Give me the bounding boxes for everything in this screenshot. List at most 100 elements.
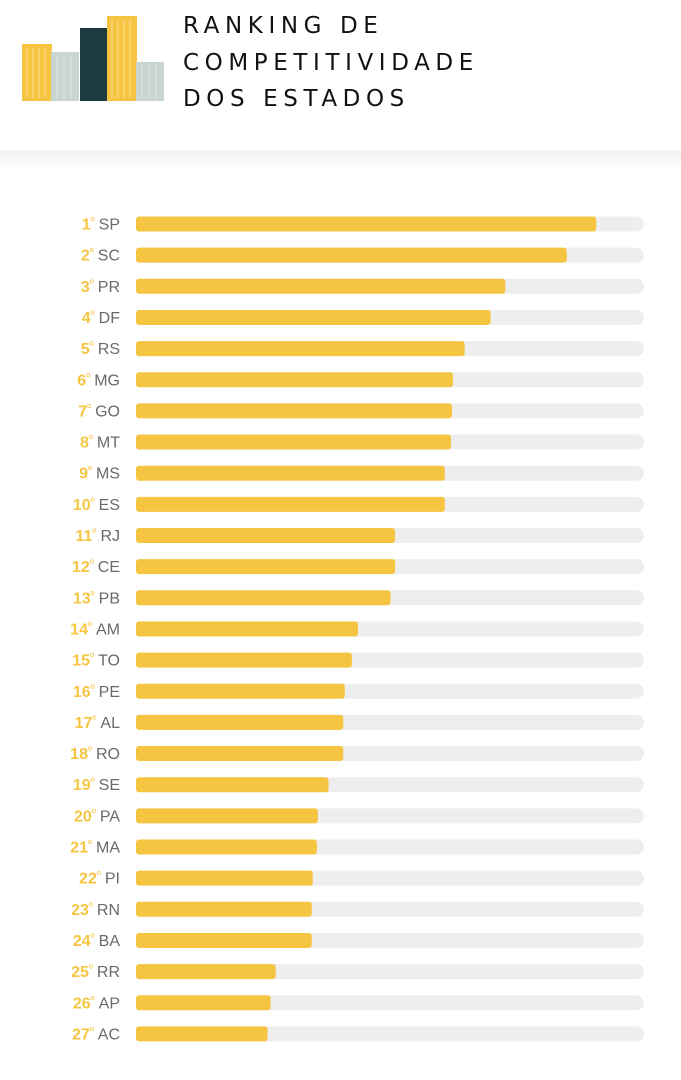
bar-row-go: 7º GO [78,402,644,420]
logo-bar-1 [22,44,52,101]
state-code: BA [99,933,121,950]
bar-label-sc: 2º SC [81,247,120,265]
bar-row-al: 17º AL [75,714,644,732]
rank-ordinal: º [89,901,93,913]
bar-sc [136,247,567,263]
state-code: PR [98,279,120,296]
bar-row-rr: 25º RR [71,963,644,981]
rank-ordinal: º [91,683,95,695]
rank-number: 10 [73,497,91,514]
state-code: AL [100,715,120,732]
rank-number: 4 [82,310,91,327]
bar-row-mg: 6º MG [77,371,644,389]
rank-number: 20 [74,808,92,825]
header-divider [0,150,681,172]
bar-row-se: 19º SE [73,776,644,794]
bar-label-ce: 12º CE [72,558,120,576]
rank-ordinal: º [89,963,93,975]
state-code: RR [97,964,120,981]
rank-ordinal: º [97,870,101,882]
state-code: RO [96,746,120,763]
bar-label-es: 10º ES [73,496,120,514]
bar-label-ma: 21º MA [70,839,120,857]
bar-label-ro: 18º RO [70,745,120,763]
bar-mt [136,434,451,450]
bar-pi [136,870,313,886]
bar-ac [136,1026,268,1042]
state-code: MS [96,466,120,483]
bar-label-se: 19º SE [73,776,120,794]
bar-row-sc: 2º SC [81,247,644,265]
bar-label-rr: 25º RR [71,963,120,981]
rank-number: 12 [72,559,90,576]
rank-ordinal: º [91,932,95,944]
bar-label-go: 7º GO [78,402,120,420]
rank-ordinal: º [91,309,95,321]
bar-row-rn: 23º RN [71,901,644,919]
state-code: SE [99,777,120,794]
bar-label-rs: 5º RS [81,340,120,358]
bar-se [136,777,329,793]
bar-label-rj: 11º RJ [75,527,120,545]
state-code: AM [96,621,120,638]
bar-al [136,714,344,730]
bar-rj [136,528,396,543]
rank-ordinal: º [88,745,92,757]
bar-label-al: 17º AL [75,714,121,732]
state-code: MA [96,840,120,857]
state-code: SC [98,248,120,265]
bar-label-df: 4º DF [82,309,120,327]
bar-label-ms: 9º MS [79,465,120,483]
bar-rs [136,341,465,357]
rank-number: 16 [73,684,91,701]
bar-rr [136,964,276,980]
rank-number: 27 [72,1026,90,1043]
bar-label-pa: 20º PA [74,807,120,825]
rank-number: 7 [78,403,87,420]
state-code: PB [99,590,120,607]
rank-ordinal: º [90,340,94,352]
bar-row-ap: 26º AP [73,994,644,1012]
state-code: PA [100,808,120,825]
bar-label-am: 14º AM [70,620,120,638]
bar-ro [136,746,344,762]
bar-row-ro: 18º RO [70,745,644,763]
rank-ordinal: º [91,994,95,1006]
rank-ordinal: º [90,247,94,259]
title-line-2: COMPETITIVIDADE [183,49,479,76]
bar-label-rn: 23º RN [71,901,120,919]
state-code: RS [98,341,120,358]
logo-bar-5 [136,62,164,101]
state-code: MT [97,435,120,452]
rank-number: 14 [70,621,88,638]
bar-row-to: 15º TO [72,652,644,670]
bar-row-pi: 22º PI [79,870,644,888]
bar-es [136,496,445,512]
rank-ordinal: º [91,496,95,508]
rank-ordinal: º [87,402,91,414]
logo-bar-3 [80,28,108,101]
bar-label-mt: 8º MT [80,434,120,452]
bar-label-pb: 13º PB [73,589,120,607]
state-code: GO [95,403,120,420]
bar-mg [136,372,453,388]
rank-ordinal: º [90,558,94,570]
bar-row-es: 10º ES [73,496,644,514]
rank-number: 22 [79,871,97,888]
logo-bar-2 [51,52,79,101]
bar-label-to: 15º TO [72,652,120,670]
bar-row-ce: 12º CE [72,558,644,576]
bar-ba [136,932,312,948]
rank-ordinal: º [90,278,94,290]
rank-number: 17 [75,715,93,732]
rank-number: 6 [77,372,86,389]
rank-number: 26 [73,995,91,1012]
bar-label-pr: 3º PR [81,278,120,296]
rank-number: 5 [81,341,90,358]
rank-number: 8 [80,435,89,452]
bar-ma [136,839,317,855]
rank-ordinal: º [88,839,92,851]
rank-number: 18 [70,746,88,763]
state-code: CE [98,559,120,576]
state-code: RN [97,902,120,919]
